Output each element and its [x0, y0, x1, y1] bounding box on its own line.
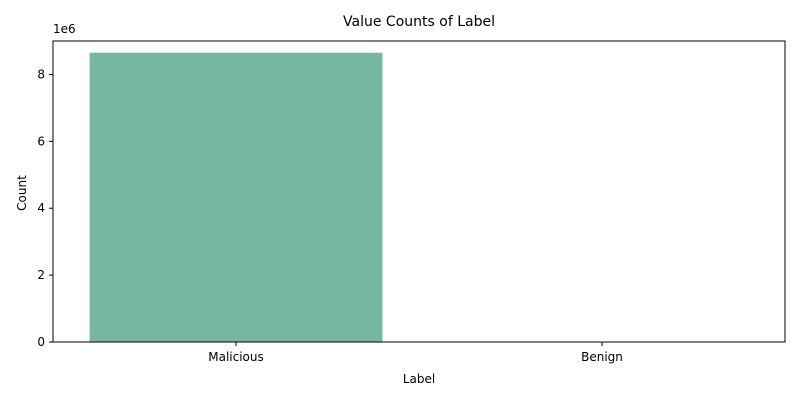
y-tick-label: 4 — [37, 201, 45, 215]
y-tick-label: 6 — [37, 134, 45, 148]
y-axis-label: Count — [15, 175, 29, 211]
y-tick-label: 8 — [37, 67, 45, 81]
x-tick-label: Malicious — [208, 350, 264, 364]
chart-title: Value Counts of Label — [343, 14, 495, 30]
x-axis-ticks: Malicious Benign — [208, 342, 623, 364]
y-tick-label: 0 — [37, 335, 45, 349]
bars-layer — [89, 52, 749, 342]
y-axis-ticks: 0 2 4 6 8 — [37, 67, 53, 349]
x-tick-label: Benign — [581, 350, 623, 364]
y-tick-label: 2 — [37, 268, 45, 282]
y-axis-offset-label: 1e6 — [53, 22, 76, 36]
bar-malicious — [89, 52, 383, 342]
axes-frame — [52, 40, 786, 343]
x-axis-label: Label — [403, 372, 435, 386]
